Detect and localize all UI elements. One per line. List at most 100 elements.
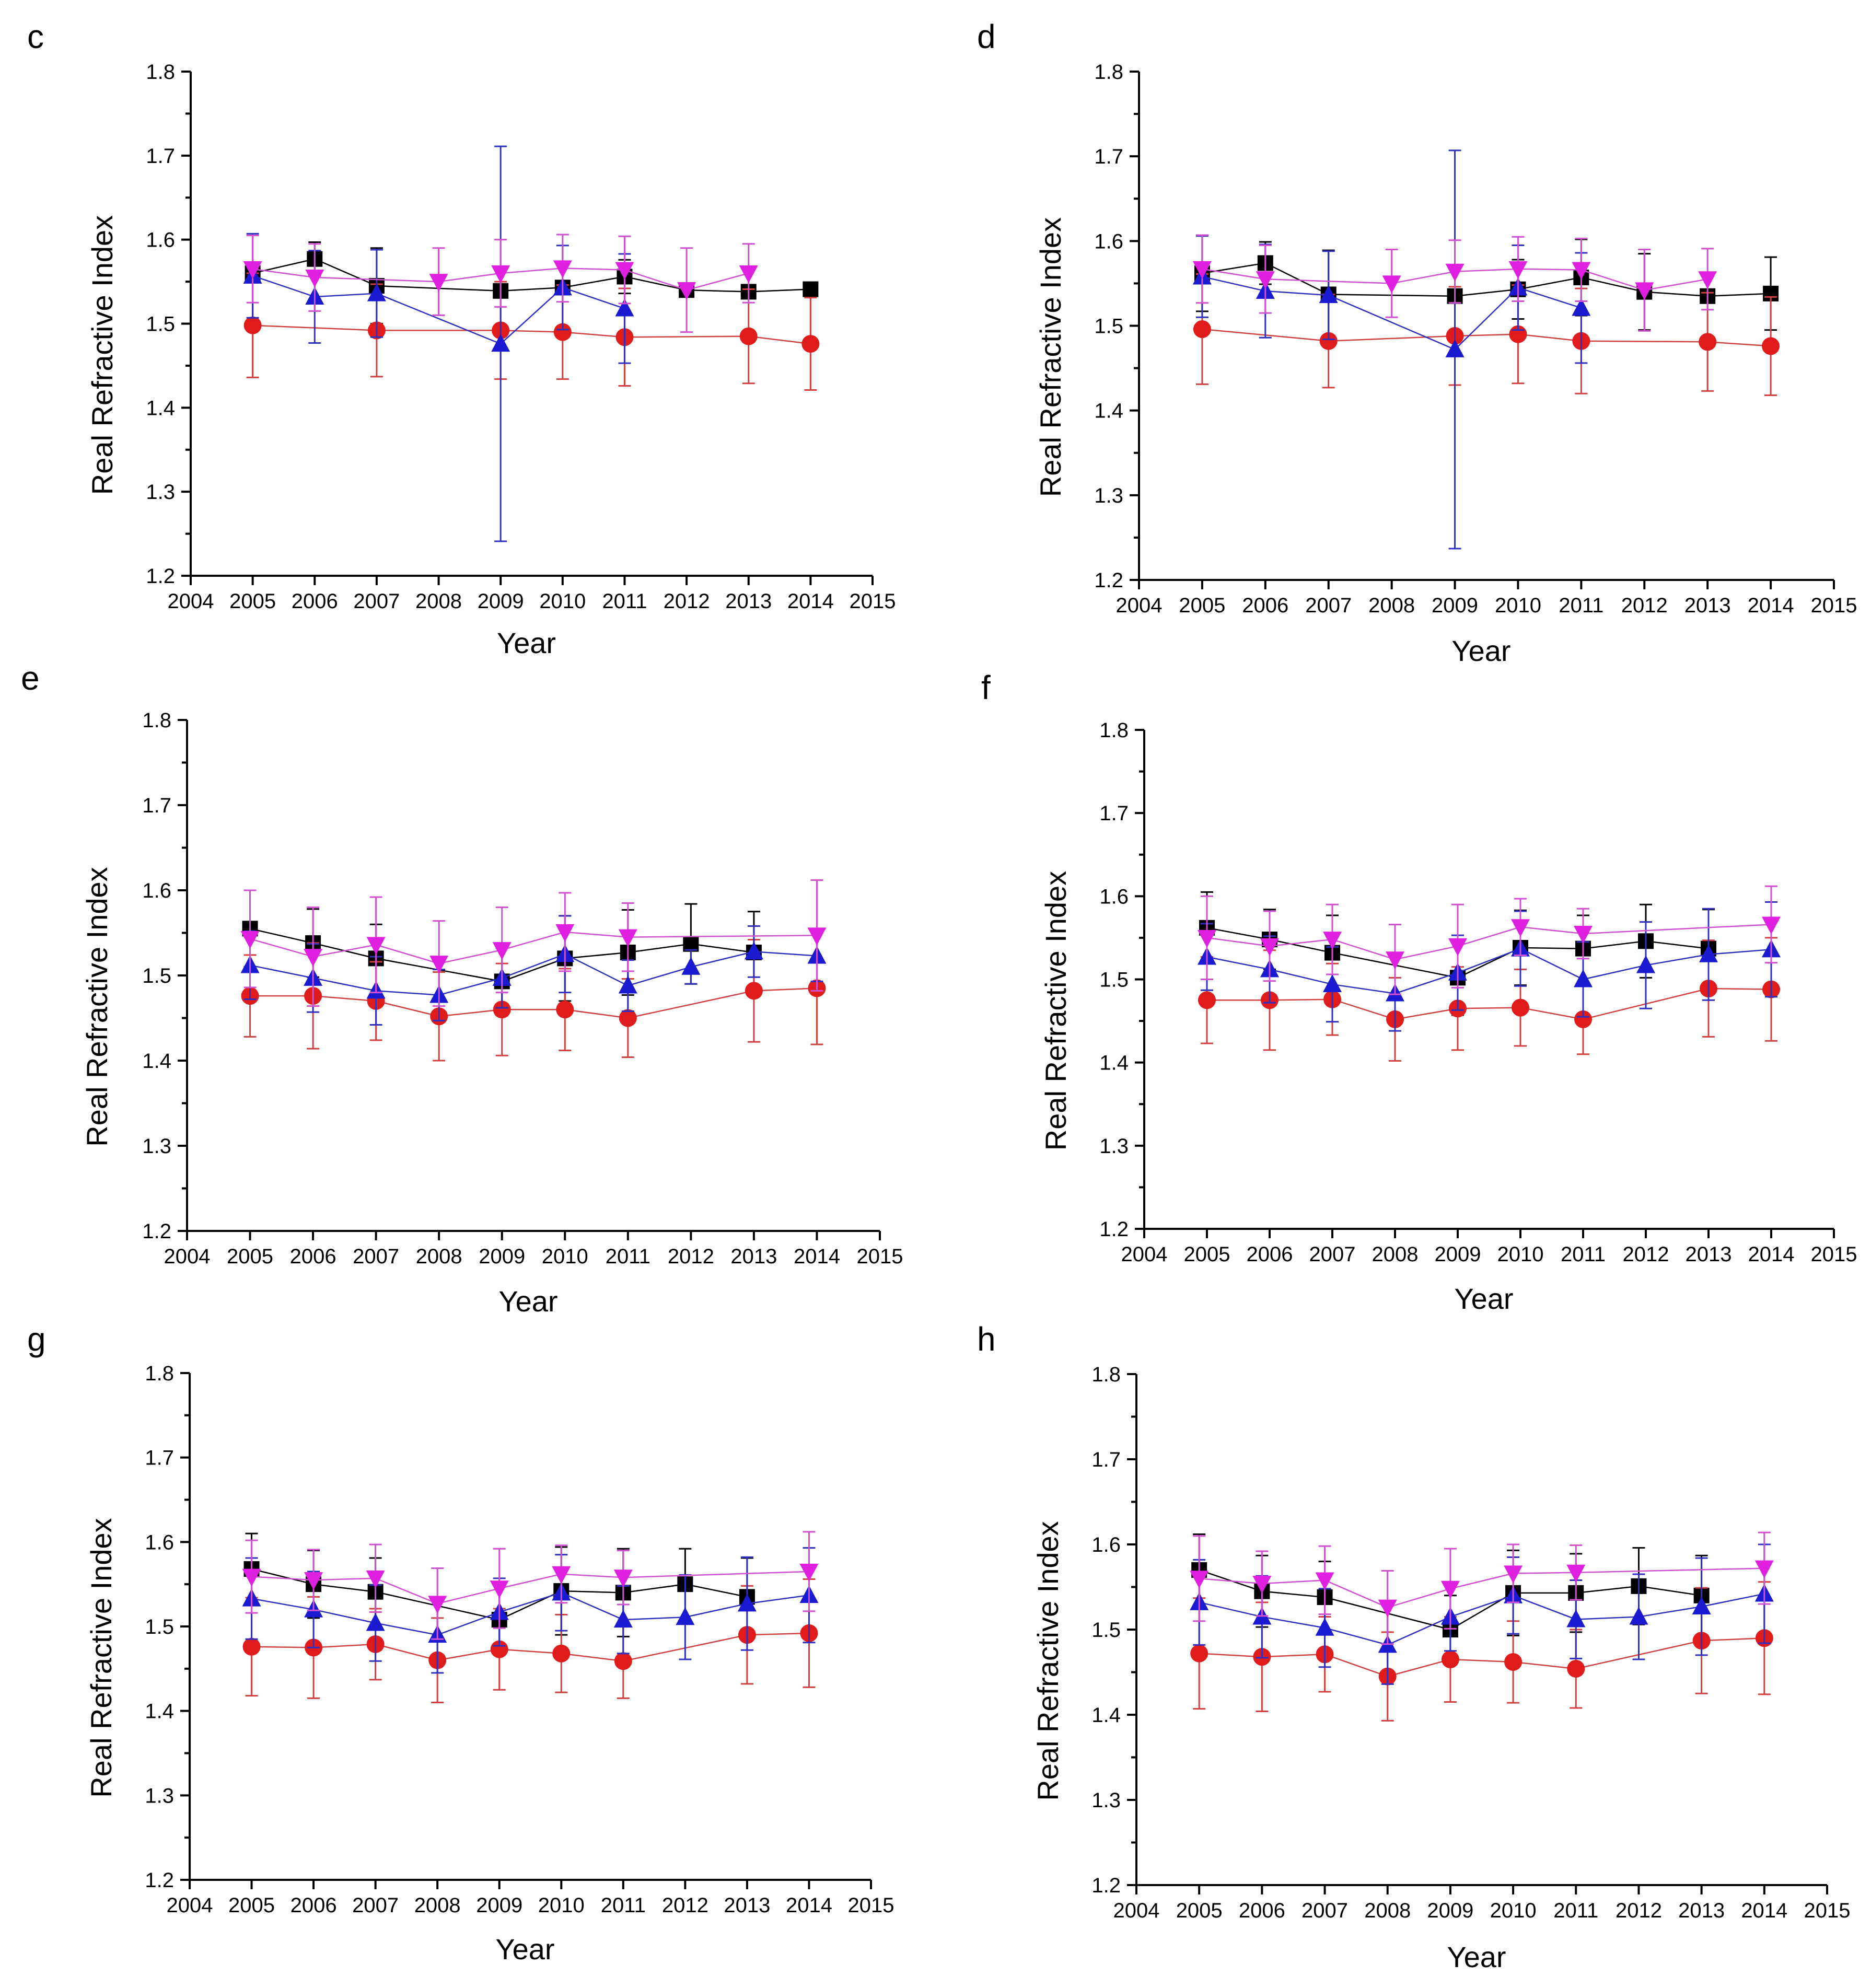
data-point	[1635, 282, 1654, 300]
series-line	[1206, 927, 1709, 979]
x-tick-label: 2006	[290, 1894, 337, 1917]
y-tick-label: 1.3	[1094, 484, 1123, 507]
x-tick-label: 2011	[1553, 1899, 1598, 1922]
y-tick-label: 1.7	[1094, 145, 1123, 168]
series-line	[1202, 276, 1582, 351]
data-point	[243, 316, 262, 334]
x-tick-label: 2010	[1495, 594, 1541, 617]
data-point	[1193, 320, 1211, 338]
x-tick-label: 2013	[1678, 1899, 1725, 1922]
panel-letter: d	[977, 18, 996, 55]
data-point	[676, 1607, 695, 1625]
y-axis-title: Real Refractive Index	[1039, 871, 1072, 1150]
data-point	[242, 1568, 261, 1587]
panel-d: d 1.2 1.3 1.4 1.5 1.6 1.7 1.8 2004 2005 2006 2007 20…	[977, 18, 1857, 667]
x-tick-label: 2015	[1804, 1899, 1851, 1922]
data-point	[491, 334, 510, 352]
x-tick-label: 2010	[542, 1245, 588, 1268]
data-point	[744, 941, 763, 960]
data-point	[1572, 262, 1591, 280]
data-point	[1190, 1571, 1209, 1589]
series-blue-triangle-up	[1198, 901, 1781, 1032]
data-point	[366, 1570, 385, 1588]
x-tick-label: 2004	[168, 590, 214, 613]
x-tick-label: 2007	[353, 1245, 399, 1268]
x-tick-label: 2004	[1121, 1243, 1168, 1266]
data-point	[739, 265, 758, 283]
data-point	[1323, 932, 1342, 950]
x-tick-label: 2006	[1247, 1243, 1293, 1266]
series-line	[1206, 948, 1772, 994]
x-tick-label: 2008	[414, 1894, 461, 1917]
series-line	[250, 951, 817, 996]
data-point	[1256, 271, 1275, 289]
data-point	[618, 975, 637, 994]
data-point	[1448, 938, 1467, 956]
y-tick-label: 1.8	[145, 1362, 174, 1385]
data-point	[1574, 925, 1593, 944]
x-axis-title: Year	[498, 1285, 557, 1318]
data-point	[1504, 1653, 1523, 1671]
data-point	[1323, 974, 1342, 993]
data-point	[428, 1596, 447, 1614]
y-tick-label: 1.2	[146, 565, 175, 588]
x-tick-label: 2005	[1184, 1243, 1230, 1266]
data-point	[553, 323, 572, 341]
data-point	[1566, 1609, 1586, 1627]
data-point	[1378, 1599, 1397, 1618]
data-point	[556, 1001, 574, 1019]
data-point	[304, 949, 323, 967]
data-point	[491, 265, 510, 283]
x-axis-title: Year	[495, 1933, 554, 1966]
data-point	[677, 282, 696, 300]
series-line	[250, 928, 754, 982]
panel-letter: f	[981, 669, 991, 706]
x-tick-label: 2010	[538, 1894, 585, 1917]
data-point	[366, 937, 386, 955]
data-point	[1260, 938, 1279, 956]
x-tick-label: 2006	[290, 1245, 336, 1268]
data-point	[615, 298, 634, 317]
y-tick-label: 1.4	[1099, 1052, 1129, 1075]
y-tick-label: 1.5	[145, 1615, 174, 1638]
data-point	[799, 1563, 819, 1582]
x-tick-label: 2014	[794, 1245, 840, 1268]
data-point	[1192, 261, 1212, 279]
series-line	[251, 1568, 748, 1621]
x-tick-label: 2008	[1368, 594, 1415, 617]
series-line	[250, 987, 817, 1019]
data-point	[614, 1652, 632, 1670]
data-point	[619, 1009, 637, 1027]
x-tick-label: 2004	[167, 1894, 213, 1917]
panel-letter: h	[977, 1320, 996, 1358]
x-axis-title: Year	[1454, 1282, 1513, 1315]
data-point	[1445, 263, 1465, 282]
x-tick-label: 2009	[1432, 594, 1478, 617]
data-point	[366, 1613, 385, 1631]
y-tick-label: 1.3	[142, 1135, 171, 1158]
series-blue-triangle-up	[1190, 1543, 1774, 1685]
x-tick-label: 2012	[1616, 1899, 1662, 1922]
x-tick-label: 2009	[478, 590, 524, 613]
data-point	[807, 927, 827, 946]
series-magenta-triangle-down	[240, 879, 827, 1007]
x-tick-label: 2012	[662, 1894, 708, 1917]
series-line	[1199, 1569, 1702, 1631]
data-point	[1567, 1659, 1585, 1678]
data-point	[1198, 929, 1216, 948]
data-point	[367, 283, 386, 301]
series-line	[1199, 1567, 1764, 1608]
x-tick-label: 2004	[1116, 594, 1163, 617]
x-tick-label: 2009	[479, 1245, 525, 1268]
series-red-circle	[1198, 937, 1780, 1062]
data-point	[1445, 339, 1465, 357]
x-tick-label: 2014	[786, 1894, 832, 1917]
x-tick-label: 2004	[1113, 1899, 1160, 1922]
y-tick-label: 1.6	[1099, 885, 1129, 908]
x-tick-label: 2015	[1811, 1243, 1857, 1266]
data-point	[737, 1594, 757, 1612]
x-tick-label: 2009	[1435, 1243, 1481, 1266]
data-point	[1692, 1596, 1711, 1614]
y-tick-label: 1.3	[1099, 1135, 1129, 1158]
